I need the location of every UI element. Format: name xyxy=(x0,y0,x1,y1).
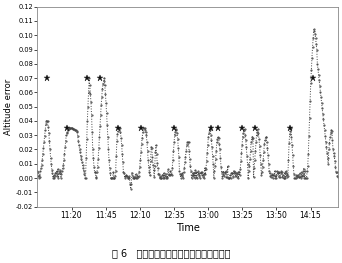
Text: 图 6   俧仰（高度角）实际绝对误差値曲线: 图 6 俧仰（高度角）实际绝对误差値曲线 xyxy=(112,248,230,258)
Y-axis label: Altitude error: Altitude error xyxy=(4,78,13,135)
X-axis label: Time: Time xyxy=(176,222,199,232)
